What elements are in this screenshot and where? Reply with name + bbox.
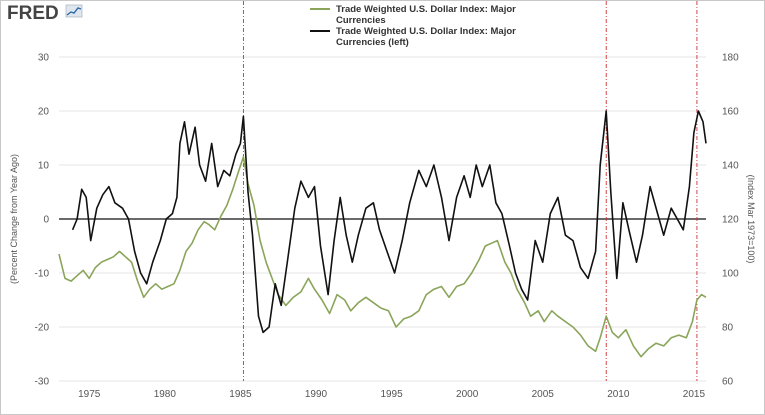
right-tick-label: 140 — [722, 161, 739, 172]
left-tick-label: -10 — [35, 269, 50, 280]
series-lines — [58, 110, 707, 358]
x-tick-label: 2000 — [456, 389, 479, 400]
x-tick-label: 1980 — [154, 389, 177, 400]
x-tick-label: 2005 — [532, 389, 555, 400]
x-tick-label: 1975 — [78, 389, 101, 400]
legend-label-black-line2: Currencies (left) — [336, 37, 409, 48]
legend-label-black-line1: Trade Weighted U.S. Dollar Index: Major — [336, 26, 516, 37]
left-tick-label: 30 — [38, 53, 50, 64]
left-tick-label: 20 — [38, 107, 50, 118]
left-tick-label: -30 — [35, 377, 50, 388]
gridlines — [59, 56, 706, 382]
left-axis-ticks: -30 -20 -10 0 10 20 30 — [35, 53, 50, 388]
left-tick-label: 10 — [38, 161, 50, 172]
series-line-green-index — [58, 156, 707, 358]
right-tick-label: 80 — [722, 323, 734, 334]
legend-label-green-line1: Trade Weighted U.S. Dollar Index: Major — [336, 4, 516, 15]
left-tick-label: -20 — [35, 323, 50, 334]
x-tick-label: 1985 — [229, 389, 252, 400]
left-tick-label: 0 — [43, 215, 49, 226]
x-tick-label: 2015 — [683, 389, 706, 400]
x-tick-label: 1990 — [305, 389, 328, 400]
fred-logo[interactable]: FRED — [7, 3, 83, 24]
legend: Trade Weighted U.S. Dollar Index: Major … — [310, 4, 516, 48]
right-tick-label: 160 — [722, 107, 739, 118]
right-tick-label: 180 — [722, 53, 739, 64]
x-axis-ticks: 1975 1980 1985 1990 1995 2000 2005 2010 2015 — [78, 389, 705, 400]
right-tick-label: 120 — [722, 215, 739, 226]
left-axis-title: (Percent Change from Year Ago) — [9, 154, 19, 284]
x-tick-label: 2010 — [607, 389, 630, 400]
fred-logo-text: FRED — [7, 3, 59, 24]
x-tick-label: 1995 — [380, 389, 403, 400]
right-axis-ticks: 60 80 100 120 140 160 180 — [722, 53, 739, 388]
mini-chart-icon — [65, 4, 83, 18]
right-axis-title: (Index Mar 1973=100) — [746, 175, 756, 264]
series-line-black-percent-change — [71, 110, 707, 334]
legend-label-green-line2: Currencies — [336, 15, 386, 26]
right-tick-label: 60 — [722, 377, 734, 388]
right-tick-label: 100 — [722, 269, 739, 280]
